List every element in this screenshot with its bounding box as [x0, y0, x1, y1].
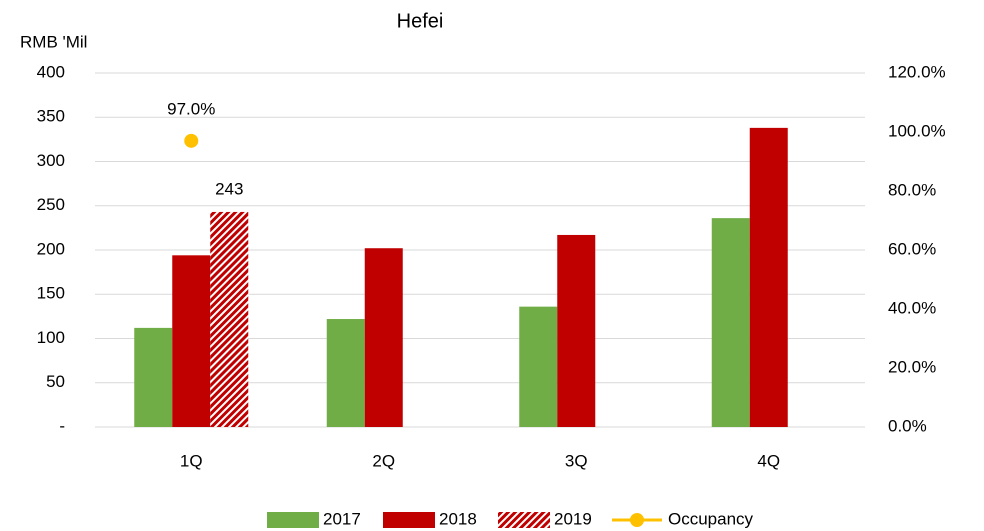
legend-label: 2018 [439, 509, 477, 528]
bar [172, 255, 211, 427]
y2-tick-label: 80.0% [888, 180, 936, 199]
legend-marker [630, 513, 644, 527]
legend-label: 2019 [554, 509, 592, 528]
x-tick-label: 2Q [372, 451, 395, 470]
x-tick-label: 3Q [565, 451, 588, 470]
x-tick-label: 4Q [757, 451, 780, 470]
legend-swatch [383, 512, 435, 528]
y2-tick-label: 0.0% [888, 416, 927, 435]
y-axis-label: RMB 'Mil [20, 32, 87, 51]
bar [210, 211, 249, 427]
bar [749, 127, 788, 428]
data-label: 243 [215, 179, 243, 198]
y-tick-label: 300 [37, 151, 65, 170]
y2-tick-label: 120.0% [888, 62, 946, 81]
y2-tick-label: 60.0% [888, 239, 936, 258]
y-tick-label: 100 [37, 328, 65, 347]
legend-label: 2017 [323, 509, 361, 528]
chart-title: Hefei [397, 10, 444, 32]
legend-swatch [267, 512, 319, 528]
legend-label: Occupancy [668, 509, 754, 528]
data-label: 97.0% [167, 99, 215, 118]
y-tick-label: 150 [37, 284, 65, 303]
bar [364, 248, 403, 427]
y-tick-label: - [59, 416, 65, 435]
y2-tick-label: 100.0% [888, 121, 946, 140]
y2-tick-label: 20.0% [888, 357, 936, 376]
y-tick-label: 250 [37, 195, 65, 214]
y-tick-label: 350 [37, 107, 65, 126]
bar [557, 234, 596, 427]
x-tick-label: 1Q [180, 451, 203, 470]
bar [134, 327, 173, 427]
y-tick-label: 200 [37, 239, 65, 258]
y-tick-label: 400 [37, 62, 65, 81]
y-tick-label: 50 [46, 372, 65, 391]
bar [519, 306, 558, 427]
legend-swatch [498, 512, 550, 528]
y2-tick-label: 40.0% [888, 298, 936, 317]
bar [711, 218, 750, 427]
line-marker [184, 133, 199, 148]
bar [326, 319, 365, 427]
